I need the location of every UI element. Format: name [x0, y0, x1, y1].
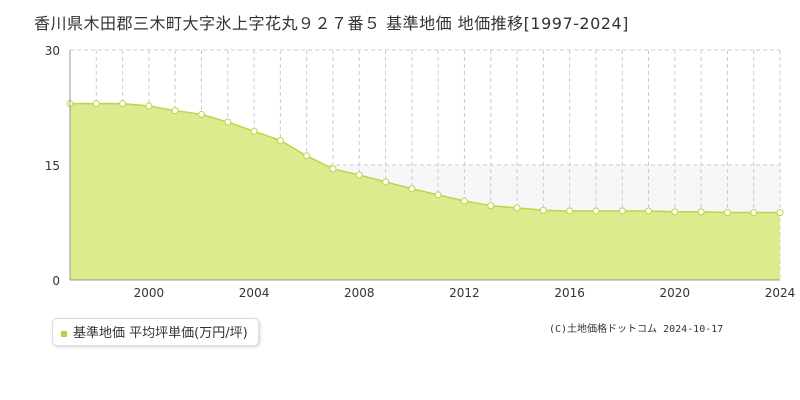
- data-point: [618, 207, 626, 215]
- x-tick-label: 2004: [239, 286, 270, 300]
- x-tick-label: 2016: [554, 286, 585, 300]
- legend-label: 基準地価 平均坪単価(万円/坪): [73, 326, 248, 341]
- data-point: [671, 208, 679, 216]
- data-point: [171, 107, 179, 115]
- data-point: [329, 165, 337, 173]
- x-tick-label: 2000: [134, 286, 165, 300]
- data-point: [592, 207, 600, 215]
- data-point: [224, 118, 232, 126]
- data-point: [645, 207, 653, 215]
- y-tick-label: 0: [52, 274, 60, 288]
- data-point: [539, 206, 547, 214]
- x-tick-label: 2008: [344, 286, 375, 300]
- series-line: [70, 102, 780, 214]
- data-point: [487, 202, 495, 210]
- data-point: [145, 102, 153, 110]
- x-tick-label: 2024: [765, 286, 796, 300]
- data-point: [566, 207, 574, 215]
- data-point: [276, 136, 284, 144]
- y-tick-label: 30: [45, 44, 60, 58]
- data-point: [697, 208, 705, 216]
- data-point: [250, 127, 258, 135]
- data-point: [434, 191, 442, 199]
- x-tick-label: 2012: [449, 286, 480, 300]
- data-point: [513, 204, 521, 212]
- data-point: [92, 100, 100, 108]
- credit-text: (C)土地価格ドットコム 2024-10-17: [549, 324, 724, 335]
- y-tick-label: 15: [45, 159, 60, 173]
- data-point: [355, 171, 363, 179]
- data-point: [119, 100, 127, 108]
- data-point: [382, 178, 390, 186]
- data-point: [408, 185, 416, 193]
- chart-title: 香川県木田郡三木町大字氷上字花丸９２７番５ 基準地価 地価推移[1997-202…: [34, 14, 629, 33]
- data-point: [460, 197, 468, 205]
- data-point: [776, 209, 784, 217]
- data-point: [197, 110, 205, 118]
- data-point: [303, 152, 311, 160]
- legend-swatch: [61, 330, 67, 337]
- data-point: [723, 209, 731, 217]
- data-point: [750, 209, 758, 217]
- x-tick-label: 2020: [660, 286, 691, 300]
- legend: 基準地価 平均坪単価(万円/坪): [52, 318, 259, 346]
